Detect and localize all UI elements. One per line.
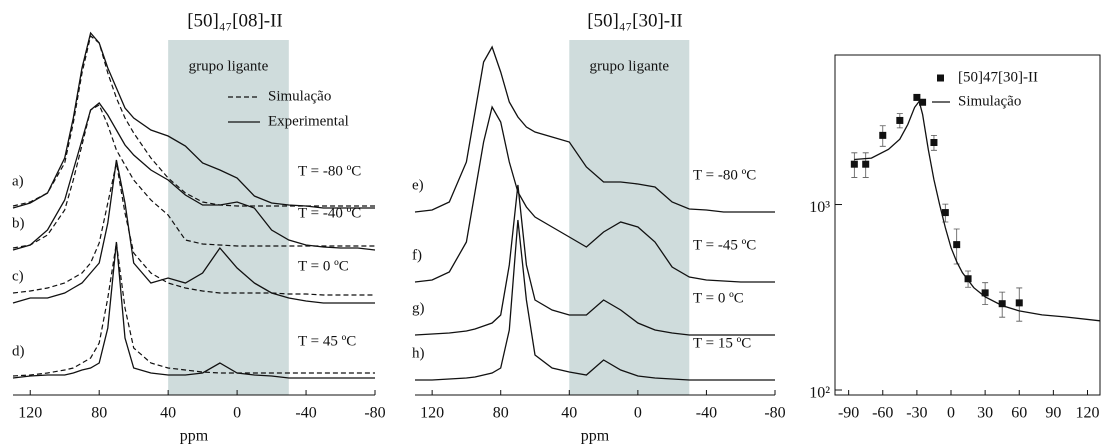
data-point	[862, 160, 870, 168]
data-point	[896, 116, 904, 124]
trace-label: T = -80 ºC	[298, 163, 361, 179]
x-tick-label: -40	[295, 405, 316, 422]
legend-label: [50]47[30]-II	[958, 69, 1038, 85]
highlight-band	[569, 40, 690, 395]
data-point	[964, 275, 972, 283]
trace-name: e)	[412, 177, 424, 193]
x-tick-label: 120	[420, 405, 444, 422]
trace-label: T = 15 ºC	[693, 335, 751, 351]
x-tick-label: -80	[364, 405, 385, 422]
highlight-band	[168, 40, 289, 395]
x-tick-label: 30	[977, 405, 993, 422]
spectrum-line	[12, 31, 375, 209]
data-point	[998, 300, 1006, 308]
plot-frame	[834, 54, 1101, 396]
x-tick-label: 0	[233, 405, 241, 422]
trace-name: f)	[412, 247, 422, 263]
legend-label: Experimental	[268, 113, 349, 129]
spectrum-line	[414, 184, 775, 336]
x-tick-label: 120	[1075, 405, 1099, 422]
legend-label: Simulação	[268, 88, 331, 104]
x-tick-label: 0	[947, 405, 955, 422]
band-label: grupo ligante	[589, 58, 669, 74]
data-point	[1015, 299, 1023, 307]
legend-label: Simulação	[958, 93, 1021, 109]
spectrum-line	[12, 102, 376, 251]
trace-label: T = 0 ºC	[693, 290, 744, 306]
x-tick-label: -30	[906, 405, 927, 422]
x-tick-label: 90	[1045, 405, 1061, 422]
x-tick-label: 0	[634, 405, 642, 422]
y-tick-label: 10²	[809, 385, 830, 402]
spectrum-line	[12, 159, 375, 304]
x-tick-label: 60	[1011, 405, 1027, 422]
x-tick-label: 80	[493, 405, 509, 422]
chart-title: [50]₄₇[08]-II	[187, 10, 283, 31]
x-axis-label: ppm	[180, 428, 209, 445]
trace-name: c)	[12, 268, 24, 284]
data-point	[919, 98, 927, 106]
simulation-line	[12, 104, 375, 249]
y-tick-label: 10³	[809, 199, 830, 216]
data-point	[850, 160, 858, 168]
simulation-line	[12, 242, 375, 377]
chart-title: [50]₄₇[30]-II	[587, 10, 683, 31]
x-tick-label: -80	[764, 405, 785, 422]
trace-name: h)	[412, 345, 425, 361]
x-tick-label: -60	[872, 405, 893, 422]
x-tick-label: 40	[160, 405, 176, 422]
simulation-line	[12, 162, 375, 296]
data-point	[913, 93, 921, 101]
simulation-line	[12, 34, 375, 207]
trace-name: g)	[412, 300, 425, 316]
x-tick-label: 40	[561, 405, 577, 422]
trace-label: T = 45 ºC	[298, 333, 356, 349]
spectrum-line	[414, 105, 775, 283]
trace-label: T = -40 ºC	[298, 205, 361, 221]
trace-label: T = -45 ºC	[693, 237, 756, 253]
x-tick-label: -90	[838, 405, 859, 422]
trace-name: a)	[12, 173, 24, 189]
x-tick-label: -40	[696, 405, 717, 422]
trace-label: T = -80 ºC	[693, 167, 756, 183]
legend-marker	[937, 74, 944, 82]
x-axis-label: ppm	[581, 428, 610, 445]
data-point	[930, 138, 938, 146]
x-tick-label: 120	[18, 405, 42, 422]
data-point	[981, 289, 989, 297]
trace-label: T = 0 ºC	[298, 258, 349, 274]
spectrum-line	[415, 219, 775, 381]
spectrum-line	[414, 45, 775, 213]
simulation-line	[854, 99, 1101, 322]
spectrum-line	[12, 241, 375, 379]
trace-name: b)	[12, 215, 25, 231]
trace-name: d)	[12, 343, 25, 359]
band-label: grupo ligante	[189, 58, 269, 74]
data-point	[953, 241, 961, 249]
data-point	[879, 131, 887, 139]
x-tick-label: 80	[91, 405, 107, 422]
data-point	[941, 209, 949, 217]
